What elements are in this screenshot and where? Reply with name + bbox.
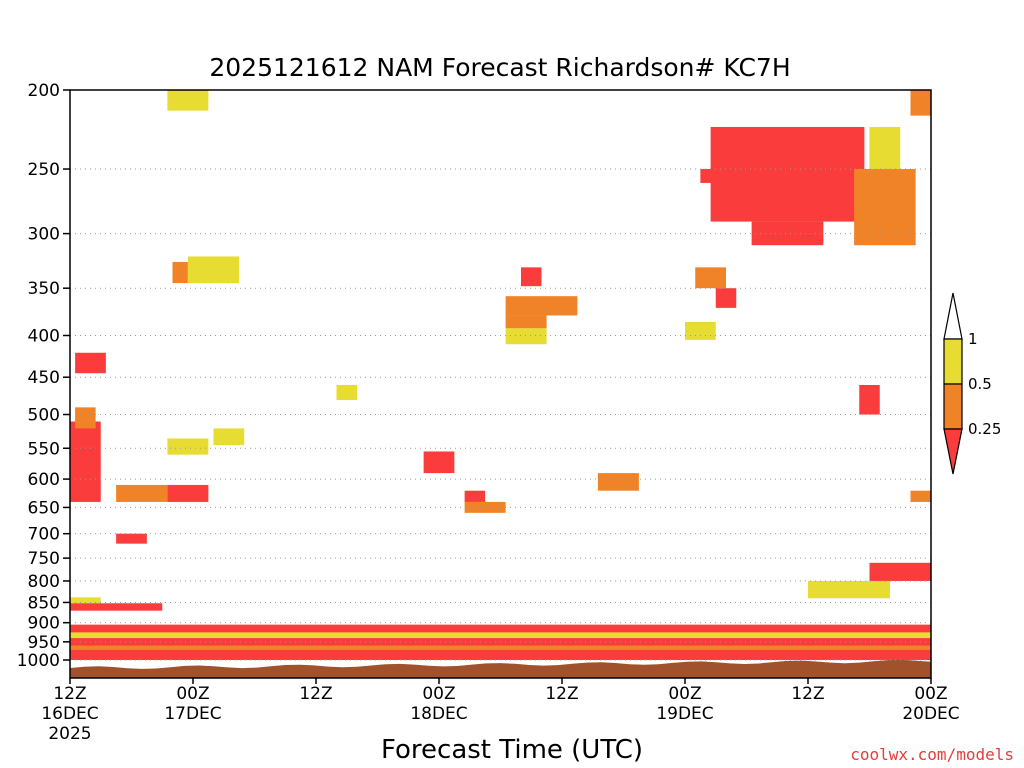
y-tick-label: 800	[28, 572, 60, 592]
heatmap-cell	[859, 384, 880, 415]
heatmap-cell	[910, 90, 931, 116]
x-tick-time: 12Z	[53, 684, 86, 704]
x-tick-date: 18DEC	[410, 704, 467, 724]
y-tick-label: 450	[28, 368, 60, 388]
y-tick-label: 750	[28, 549, 60, 569]
heatmap-cell	[910, 490, 931, 502]
heatmap-cell	[423, 451, 455, 474]
heatmap-cell	[685, 321, 716, 340]
heatmap-cell	[116, 484, 168, 502]
heatmap-cell	[167, 484, 209, 502]
heatmap-cell	[521, 267, 542, 287]
x-axis-title: Forecast Time (UTC)	[381, 735, 643, 765]
heatmap-cell	[808, 580, 890, 599]
y-tick-label: 900	[28, 614, 60, 634]
y-tick-label: 350	[28, 279, 60, 299]
x-tick-time: 00Z	[668, 684, 701, 704]
grid-lines	[70, 168, 931, 661]
x-tick-date: 16DEC	[41, 704, 98, 724]
colorbar-box	[943, 383, 963, 430]
y-tick-label: 950	[28, 633, 60, 653]
y-tick-label: 1000	[17, 651, 60, 671]
heatmap-cell	[70, 421, 101, 502]
y-tick-label: 250	[28, 160, 60, 180]
colorbar-top-triangle	[943, 292, 963, 340]
heatmap-cell	[187, 256, 240, 284]
heatmap-cell	[167, 438, 209, 455]
heatmap-cell	[695, 267, 726, 289]
heatmap-cell	[70, 603, 163, 611]
plot-frame	[69, 89, 932, 679]
ground-fill	[70, 659, 931, 678]
heatmap-cell	[70, 597, 101, 604]
y-tick-label: 400	[28, 326, 60, 346]
heatmap-cell	[597, 473, 639, 491]
x-tick-date: 19DEC	[656, 704, 713, 724]
x-tick-time: 12Z	[545, 684, 578, 704]
y-tick-label: 850	[28, 593, 60, 613]
x-tick-year: 2025	[48, 724, 91, 744]
colorbar-label: 0.25	[968, 420, 1001, 438]
x-tick-date: 17DEC	[164, 704, 221, 724]
ground-layer	[70, 659, 931, 678]
heatmap-cell	[751, 221, 824, 246]
heatmap-cell	[336, 384, 357, 401]
heatmap-cell	[172, 261, 188, 284]
heatmap-cell	[75, 407, 96, 429]
heatmap-cell	[854, 169, 916, 246]
heatmap-cell	[167, 90, 209, 111]
y-tick-label: 550	[28, 439, 60, 459]
y-tick-label: 700	[28, 525, 60, 545]
colorbar-box	[943, 338, 963, 385]
heatmap-cell	[505, 296, 578, 316]
heatmap-cell	[869, 562, 931, 581]
heatmap-cell	[70, 632, 931, 639]
colorbar-bottom-triangle	[943, 428, 963, 475]
colorbar-label: 0.5	[968, 375, 992, 393]
heatmap-cell	[710, 126, 865, 222]
x-tick-time: 00Z	[422, 684, 455, 704]
x-tick-time: 00Z	[176, 684, 209, 704]
colorbar-label: 1	[968, 330, 978, 348]
chart-title: 2025121612 NAM Forecast Richardson# KC7H	[209, 53, 790, 82]
heatmap-cell	[70, 645, 931, 650]
heatmap-cell	[505, 328, 547, 345]
x-tick-time: 12Z	[299, 684, 332, 704]
y-tick-label: 600	[28, 470, 60, 490]
x-tick-time: 00Z	[914, 684, 947, 704]
colorbar-legend: 1 0.5 0.25	[943, 292, 1001, 475]
heatmap-cells	[70, 90, 931, 660]
heatmap-cell	[75, 352, 106, 374]
y-tick-label: 200	[28, 81, 60, 101]
y-axis: 200 250 300 350 400 450 500 550 600 650 700 750 8008…	[17, 81, 70, 671]
heatmap-cell	[505, 315, 547, 329]
heatmap-cell	[464, 490, 486, 502]
credit-text: coolwx.com/models	[850, 745, 1014, 764]
heatmap-cell	[869, 126, 901, 170]
heatmap-cell	[116, 533, 147, 544]
y-tick-label: 500	[28, 406, 60, 426]
x-tick-date: 20DEC	[902, 704, 959, 724]
y-tick-label: 650	[28, 498, 60, 518]
heatmap-cell	[715, 288, 737, 308]
heatmap-cell	[213, 428, 245, 446]
y-tick-label: 300	[28, 225, 60, 245]
x-tick-time: 12Z	[791, 684, 824, 704]
